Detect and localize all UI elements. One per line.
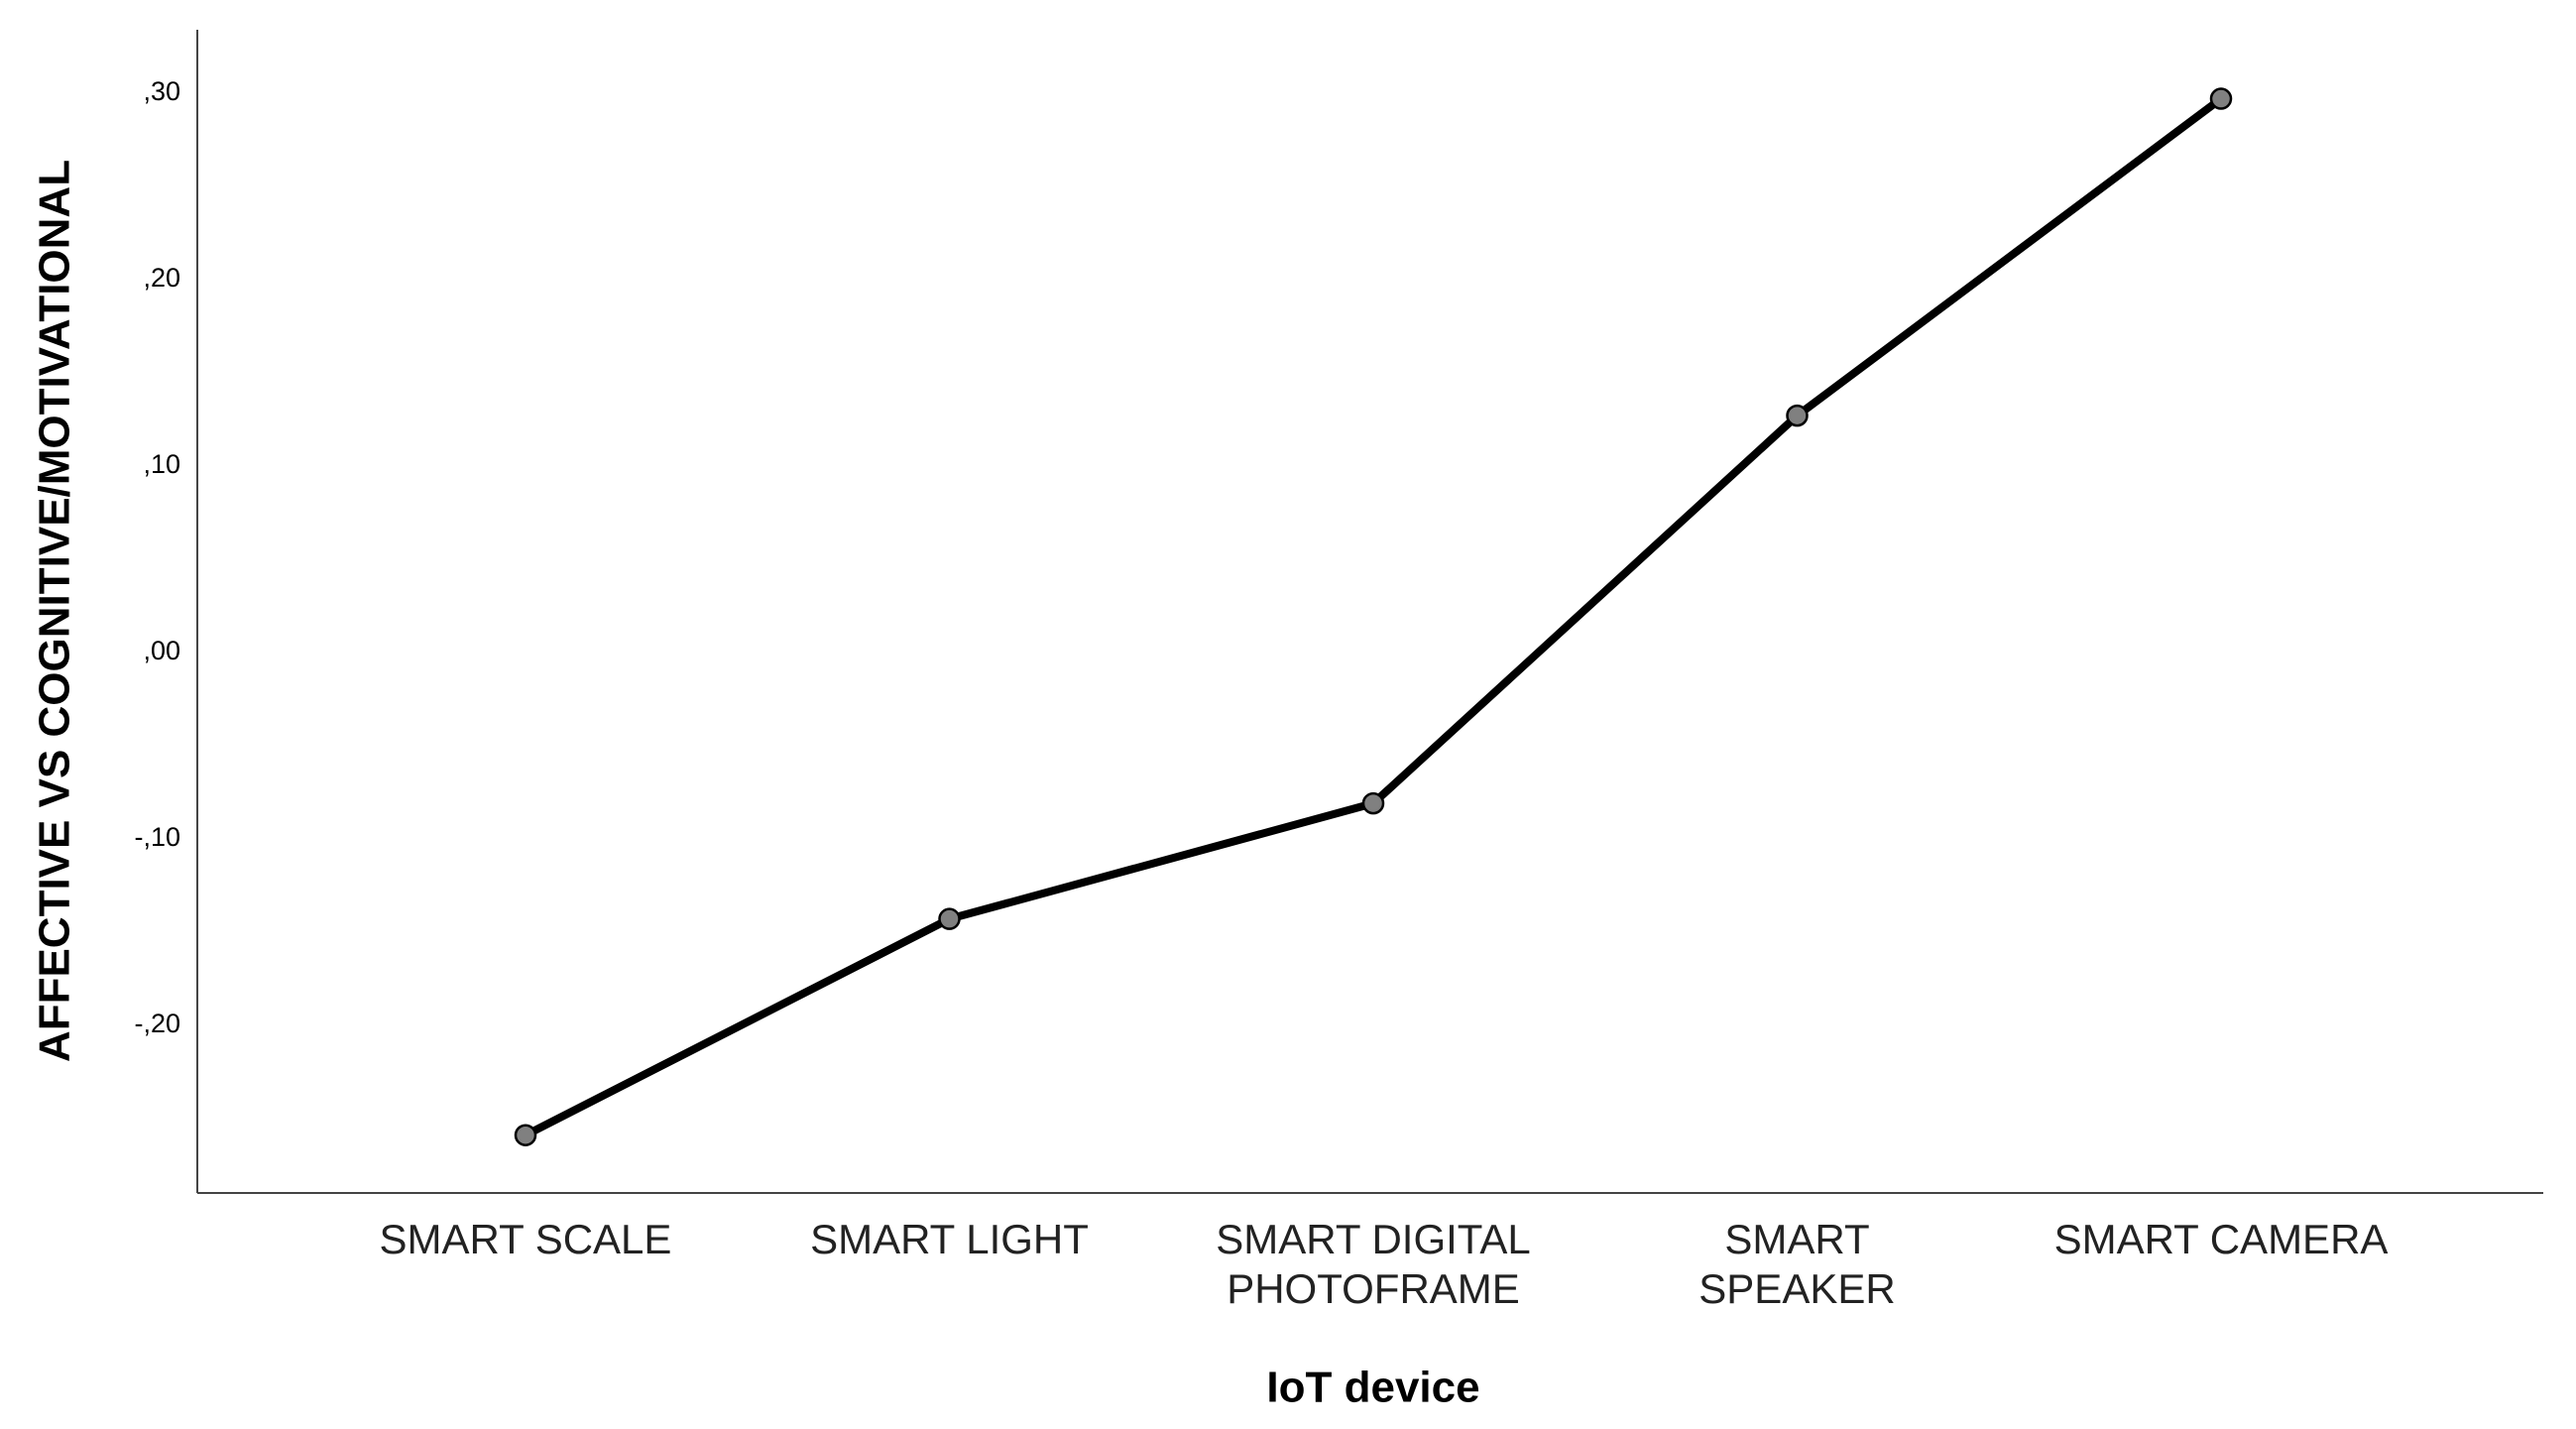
line xyxy=(524,95,2224,1139)
marker xyxy=(938,907,961,930)
x-tick-label: SMART LIGHT xyxy=(810,1216,1089,1262)
x-tick-label: SMART SPEAKER xyxy=(1698,1216,1896,1312)
x-axis-title: IoT device xyxy=(1266,1364,1479,1412)
marker xyxy=(514,1124,537,1146)
x-tick-label: SMART SCALE xyxy=(379,1216,672,1262)
marker xyxy=(2209,87,2233,110)
y-tick-label: ,30 xyxy=(143,76,180,106)
marker xyxy=(1361,791,1385,815)
y-tick-label: ,00 xyxy=(143,636,180,665)
y-tick-label: ,20 xyxy=(143,263,180,293)
x-tick-label: SMART CAMERA xyxy=(2053,1216,2389,1262)
y-tick-label: ,10 xyxy=(143,449,180,479)
x-tick-label: SMART DIGITAL PHOTOFRAME xyxy=(1216,1216,1531,1312)
marker xyxy=(1786,404,1809,427)
y-tick-label: -,20 xyxy=(134,1009,180,1038)
y-tick-label: -,10 xyxy=(134,822,180,852)
y-axis-title: AFFECTIVE VS COGNITIVE/MOTIVATIONAL xyxy=(31,160,79,1062)
